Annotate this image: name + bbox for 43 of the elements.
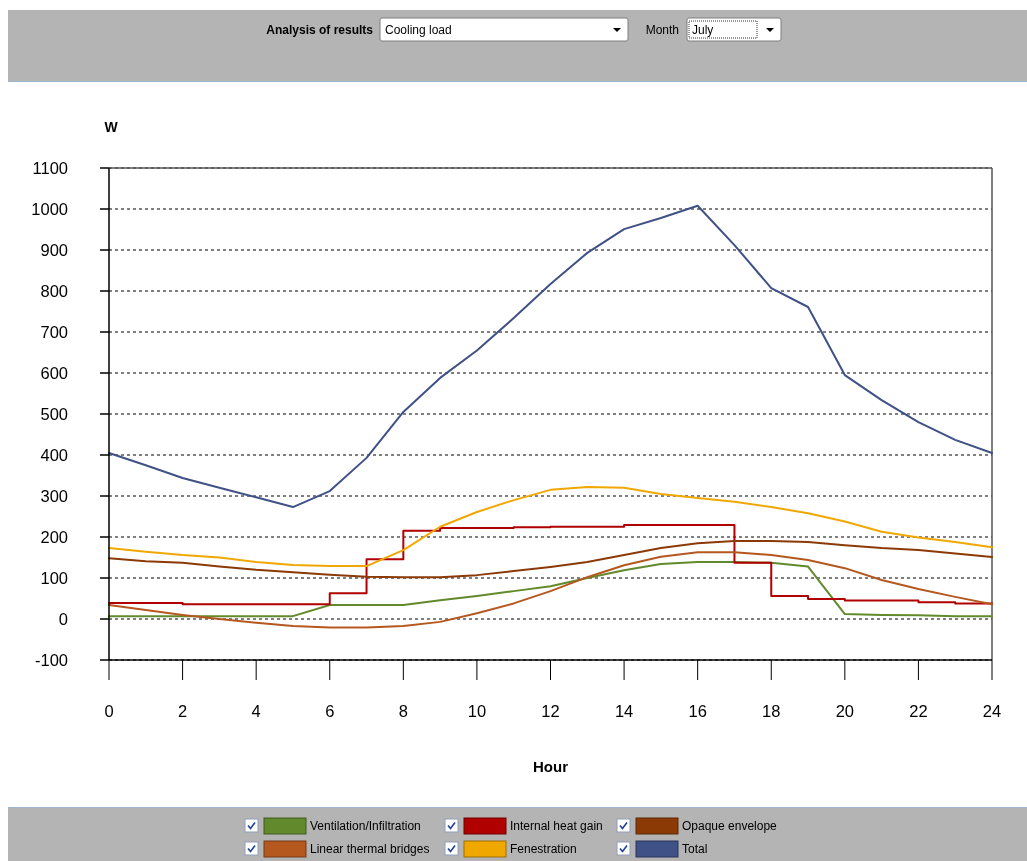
line-series <box>108 551 993 629</box>
x-tick-label: 14 <box>614 702 634 720</box>
line-series <box>108 204 993 509</box>
x-tick-label: 22 <box>909 702 928 720</box>
x-tick-label: 8 <box>398 702 408 720</box>
x-tick-label: 0 <box>104 702 114 720</box>
text: Month <box>645 23 679 37</box>
legend-label: Opaque envelope <box>682 819 778 833</box>
y-tick-label: 800 <box>40 282 68 300</box>
x-tick-label: 24 <box>982 702 1002 720</box>
y-tick-label: 300 <box>40 487 68 505</box>
y-tick-label: 400 <box>40 446 68 464</box>
legend-label: Total <box>682 842 708 856</box>
text: July <box>692 23 714 37</box>
text: Analysis of results <box>266 23 374 37</box>
legend-label: Fenestration <box>510 842 577 856</box>
x-axis-title: Hour <box>533 758 569 775</box>
legend-label: Linear thermal bridges <box>310 842 430 856</box>
legend-label: Ventilation/Infiltration <box>310 819 421 833</box>
y-tick-label: 900 <box>40 241 68 259</box>
x-tick-label: 20 <box>835 702 855 720</box>
x-tick-label: 16 <box>688 702 707 720</box>
x-tick-label: 4 <box>251 702 261 720</box>
y-tick-label: 700 <box>40 323 68 341</box>
x-tick-label: 6 <box>325 702 335 720</box>
x-tick-label: 10 <box>467 702 487 720</box>
line-series <box>108 540 993 579</box>
line-series <box>108 485 993 568</box>
x-tick-label: 2 <box>177 702 188 720</box>
y-tick-label: 600 <box>40 364 68 382</box>
x-tick-label: 18 <box>762 702 781 720</box>
y-tick-label: 200 <box>40 528 68 546</box>
x-tick-label: 12 <box>541 702 560 720</box>
line-series <box>108 561 993 618</box>
y-tick-label: 500 <box>40 405 68 423</box>
y-tick-label: 1100 <box>32 159 68 177</box>
y-axis-title: W <box>104 119 119 135</box>
y-tick-label: 1000 <box>31 200 68 218</box>
text: Cooling load <box>385 23 452 37</box>
y-tick-label: -100 <box>34 651 68 669</box>
y-tick-label: 100 <box>40 569 68 587</box>
legend-label: Internal heat gain <box>510 819 603 833</box>
y-tick-label: 0 <box>58 610 68 628</box>
